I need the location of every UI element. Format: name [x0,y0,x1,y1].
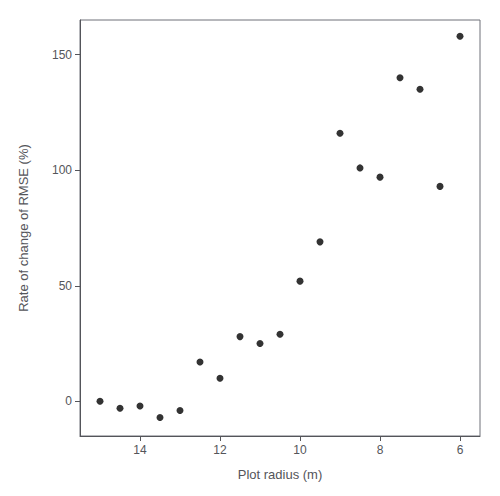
svg-text:12: 12 [213,443,227,457]
svg-text:14: 14 [133,443,147,457]
svg-text:100: 100 [52,163,72,177]
svg-text:8: 8 [377,443,384,457]
svg-text:Plot radius (m): Plot radius (m) [238,467,323,482]
svg-text:150: 150 [52,48,72,62]
svg-text:Rate of change of RMSE (%): Rate of change of RMSE (%) [16,144,31,312]
svg-text:6: 6 [457,443,464,457]
svg-text:0: 0 [65,394,72,408]
svg-text:50: 50 [59,279,73,293]
svg-text:10: 10 [293,443,307,457]
